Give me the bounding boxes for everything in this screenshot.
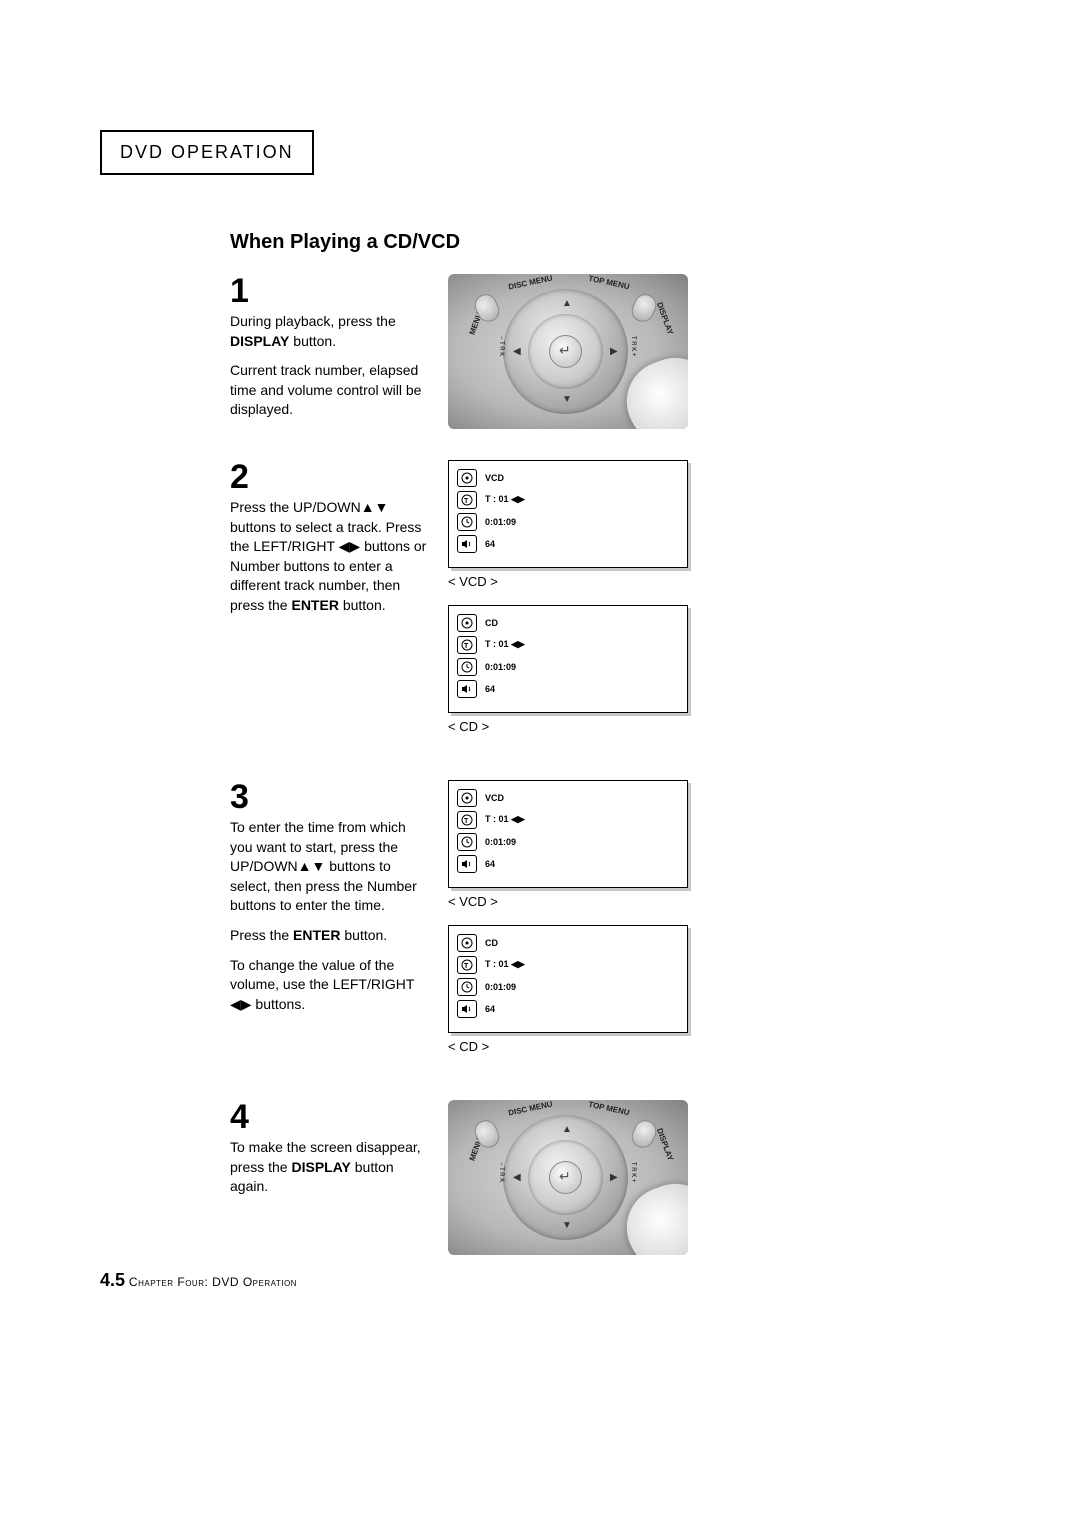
osd-cd-label-2: < CD > <box>448 1039 700 1054</box>
remote-illustration-2: DISC MENU TOP MENU SLOW MENU DISPLAY ▲ ▼… <box>448 1100 688 1255</box>
page-footer: 4.5 Chapter Four: DVD Operation <box>100 1270 297 1291</box>
down-arrow-icon: ▼ <box>562 394 572 405</box>
up-arrow-icon: ▲ <box>562 298 572 309</box>
right-arrow-icon: ▶ <box>610 346 618 357</box>
disc-icon <box>457 469 477 487</box>
svg-text:T: T <box>464 643 469 650</box>
step-1-number: 1 <box>230 274 430 308</box>
osd-cd-2: CD TT : 01 ◀▶ 0:01:09 64 <box>448 925 688 1033</box>
step-2-number: 2 <box>230 460 430 494</box>
clock-icon <box>457 833 477 851</box>
volume-icon <box>457 535 477 553</box>
volume-icon <box>457 680 477 698</box>
up-arrow-icon: ▲ <box>562 1124 572 1135</box>
top-menu-button <box>628 1117 660 1152</box>
section-header: DVD OPERATION <box>100 130 314 175</box>
page-number: 4.5 <box>100 1270 125 1290</box>
step-3-text: To enter the time from which you want to… <box>230 818 430 1014</box>
osd-vcd-2: VCD TT : 01 ◀▶ 0:01:09 64 <box>448 780 688 888</box>
osd-vcd-1: VCD TT : 01 ◀▶ 0:01:09 64 <box>448 460 688 568</box>
track-icon: T <box>457 491 477 509</box>
clock-icon <box>457 513 477 531</box>
step-1: 1 During playback, press the DISPLAY but… <box>230 274 700 430</box>
clock-icon <box>457 658 477 676</box>
osd-vcd-label-2: < VCD > <box>448 894 700 909</box>
svg-text:T: T <box>464 498 469 505</box>
disc-icon <box>457 789 477 807</box>
svg-text:T: T <box>464 818 469 825</box>
osd-cd-1: CD TT : 01 ◀▶ 0:01:09 64 <box>448 605 688 713</box>
step-4-number: 4 <box>230 1100 430 1134</box>
chapter-label: Chapter Four: DVD Operation <box>129 1275 297 1289</box>
volume-icon <box>457 1000 477 1018</box>
down-arrow-icon: ▼ <box>562 1220 572 1231</box>
step-4: 4 To make the screen disappear, press th… <box>230 1100 700 1255</box>
step-4-text: To make the screen disappear, press the … <box>230 1138 430 1197</box>
svg-text:T: T <box>464 963 469 970</box>
remote-illustration-1: DISC MENU TOP MENU SLOW MENU DISPLAY ▲ ▼… <box>448 274 688 429</box>
disc-icon <box>457 614 477 632</box>
track-icon: T <box>457 636 477 654</box>
section-title: DVD OPERATION <box>120 142 294 162</box>
step-2-text: Press the UP/DOWN▲▼ buttons to select a … <box>230 498 430 616</box>
track-icon: T <box>457 811 477 829</box>
top-menu-button <box>628 291 660 326</box>
step-1-text: During playback, press the DISPLAY butto… <box>230 312 430 420</box>
page-subtitle: When Playing a CD/VCD <box>230 231 980 254</box>
disc-icon <box>457 934 477 952</box>
step-3: 3 To enter the time from which you want … <box>230 780 700 1070</box>
step-2: 2 Press the UP/DOWN▲▼ buttons to select … <box>230 460 700 750</box>
enter-button <box>549 335 582 368</box>
osd-cd-label: < CD > <box>448 719 700 734</box>
clock-icon <box>457 978 477 996</box>
left-arrow-icon: ◀ <box>513 1172 521 1183</box>
right-arrow-icon: ▶ <box>610 1172 618 1183</box>
left-arrow-icon: ◀ <box>513 346 521 357</box>
volume-icon <box>457 855 477 873</box>
step-3-number: 3 <box>230 780 430 814</box>
enter-button <box>549 1161 582 1194</box>
track-icon: T <box>457 956 477 974</box>
osd-vcd-label: < VCD > <box>448 574 700 589</box>
